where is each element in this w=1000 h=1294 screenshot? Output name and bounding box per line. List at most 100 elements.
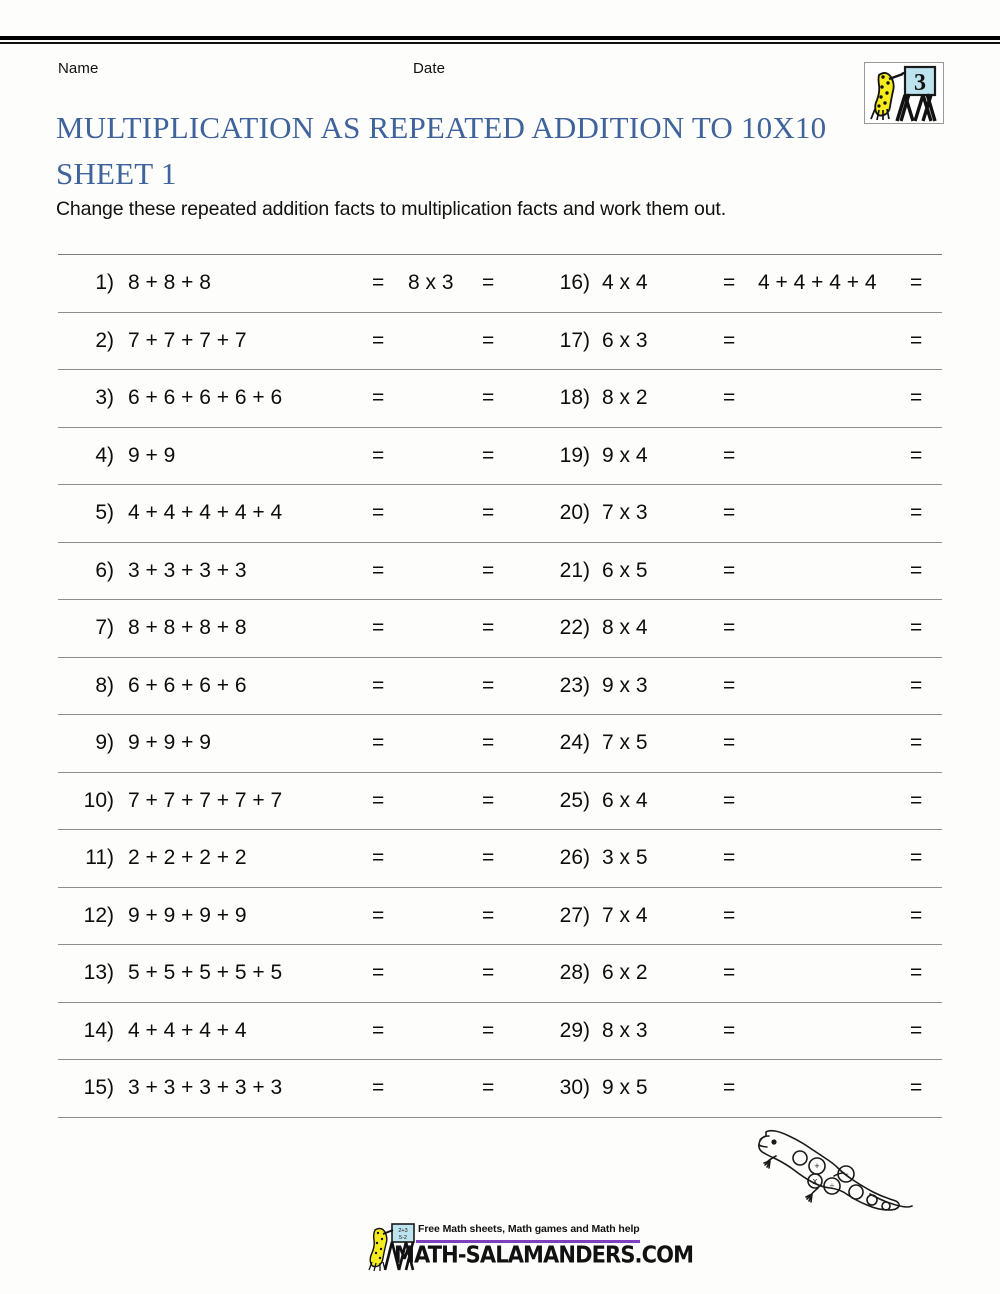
row-divider [58, 1059, 942, 1060]
equals-sign-1: = [723, 558, 736, 582]
question-number: 17) [559, 328, 590, 352]
table-row: 2) 7 + 7 + 7 + 7 = = 17) 6 x 3 = = [58, 313, 942, 370]
question-number: 22) [559, 616, 590, 639]
footer-logo-icon: 2+3 5-2 [368, 1223, 415, 1272]
question-expression: 6 x 3 [602, 328, 648, 352]
row-divider [58, 484, 942, 485]
footer-branding: 2+3 5-2 Free Math sheets, Math games and… [366, 1218, 694, 1280]
table-row: 11) 2 + 2 + 2 + 2 = = 26) 3 x 5 = = [58, 830, 942, 887]
svg-text:5-2: 5-2 [399, 1235, 407, 1241]
question-expression: 8 x 2 [602, 386, 648, 409]
row-divider [58, 599, 942, 600]
row-divider [58, 829, 942, 830]
question-number: 1) [95, 271, 114, 294]
question-expression: 3 + 3 + 3 + 3 [128, 558, 247, 582]
equals-sign-2: = [910, 903, 923, 927]
equals-sign-1: = [723, 386, 736, 409]
question-number: 6) [95, 558, 114, 582]
question-expression: 7 x 5 [602, 731, 648, 754]
question-expression: 6 x 4 [602, 788, 648, 812]
equals-sign-2: = [482, 788, 495, 812]
question-number: 28) [559, 961, 590, 984]
equals-sign-2: = [910, 501, 923, 524]
answer-blank-1[interactable]: 8 x 3 [408, 271, 454, 294]
equals-sign-1: = [372, 961, 385, 984]
equals-sign-2: = [910, 788, 923, 812]
table-row: 8) 6 + 6 + 6 + 6 = = 23) 9 x 3 = = [58, 658, 942, 715]
equals-sign-2: = [910, 558, 923, 582]
question-number: 18) [559, 386, 590, 409]
equals-sign-1: = [723, 788, 736, 812]
equals-sign-2: = [482, 731, 495, 754]
equals-sign-2: = [482, 961, 495, 984]
table-row: 13) 5 + 5 + 5 + 5 + 5 = = 28) 6 x 2 = = [58, 945, 942, 1002]
row-divider [58, 656, 942, 658]
equals-sign-2: = [910, 961, 923, 984]
equals-sign-1: = [372, 903, 385, 927]
table-row: 3) 6 + 6 + 6 + 6 + 6 = = 18) 8 x 2 = = [58, 370, 942, 427]
question-number: 21) [559, 558, 590, 582]
question-number: 27) [559, 903, 590, 927]
salamander-spot-symbols: + − x ÷ [813, 1161, 849, 1191]
equals-sign-1: = [372, 443, 385, 467]
equals-sign-1: = [372, 616, 385, 639]
question-number: 2) [95, 328, 114, 352]
page-title: MULTIPLICATION AS REPEATED ADDITION TO 1… [56, 105, 846, 197]
question-expression: 2 + 2 + 2 + 2 [128, 846, 247, 869]
top-black-band [0, 36, 1000, 40]
equals-sign-1: = [723, 846, 736, 869]
equals-sign-1: = [372, 731, 385, 754]
question-expression: 6 + 6 + 6 + 6 + 6 [128, 386, 283, 409]
table-row: 1) 8 + 8 + 8 = 8 x 3 = 16) 4 x 4 = 4 + 4… [58, 255, 942, 312]
question-number: 11) [85, 846, 114, 869]
question-number: 3) [95, 386, 114, 409]
equals-sign-1: = [372, 846, 385, 869]
equals-sign-2: = [482, 903, 495, 927]
row-divider [58, 714, 942, 715]
answer-blank-1[interactable]: 4 + 4 + 4 + 4 [758, 271, 877, 294]
question-number: 23) [559, 673, 590, 697]
equals-sign-2: = [910, 1018, 923, 1042]
question-number: 29) [559, 1018, 590, 1042]
equals-sign-2: = [482, 328, 495, 352]
table-row: 5) 4 + 4 + 4 + 4 + 4 = = 20) 7 x 3 = = [58, 485, 942, 542]
equals-sign-1: = [372, 386, 385, 409]
instructions-text: Change these repeated addition facts to … [56, 198, 726, 220]
table-row: 10) 7 + 7 + 7 + 7 + 7 = = 25) 6 x 4 = = [58, 773, 942, 830]
question-number: 13) [83, 961, 114, 984]
equals-sign-1: = [723, 1018, 736, 1042]
equals-sign-1: = [723, 673, 736, 697]
page-title-line2: SHEET 1 [56, 156, 177, 191]
top-black-band-secondary [0, 42, 1000, 44]
question-expression: 8 + 8 + 8 + 8 [128, 616, 247, 639]
row-divider [58, 771, 942, 773]
grade-logo-graphic: 3 [870, 65, 937, 122]
row-divider [58, 1001, 942, 1003]
equals-sign-1: = [372, 673, 385, 697]
question-expression: 9 x 4 [602, 443, 648, 467]
row-divider [58, 254, 942, 255]
svg-text:2+3: 2+3 [398, 1228, 407, 1234]
equals-sign-2: = [482, 443, 495, 467]
question-number: 24) [559, 731, 590, 754]
equals-sign-2: = [910, 1076, 923, 1099]
grade-number-text: 3 [914, 70, 926, 96]
svg-text:x: x [813, 1176, 818, 1186]
table-row: 6) 3 + 3 + 3 + 3 = = 21) 6 x 5 = = [58, 543, 942, 600]
question-expression: 9 x 3 [602, 673, 648, 697]
question-number: 4) [95, 443, 114, 467]
equals-sign-1: = [723, 1076, 736, 1099]
date-label: Date [413, 60, 446, 77]
question-expression: 8 x 4 [602, 616, 648, 639]
question-number: 15) [83, 1076, 114, 1099]
question-expression: 3 + 3 + 3 + 3 + 3 [128, 1076, 283, 1099]
question-expression: 9 + 9 [128, 443, 176, 467]
equals-sign-1: = [723, 501, 736, 524]
questions-table: 1) 8 + 8 + 8 = 8 x 3 = 16) 4 x 4 = 4 + 4… [58, 254, 942, 1118]
footer-underline [416, 1240, 640, 1243]
footer-url[interactable]: MATH-SALAMANDERS.COM [394, 1242, 694, 1268]
question-number: 12) [83, 903, 114, 927]
row-divider [58, 944, 942, 945]
grade-logo: 3 [864, 62, 944, 124]
